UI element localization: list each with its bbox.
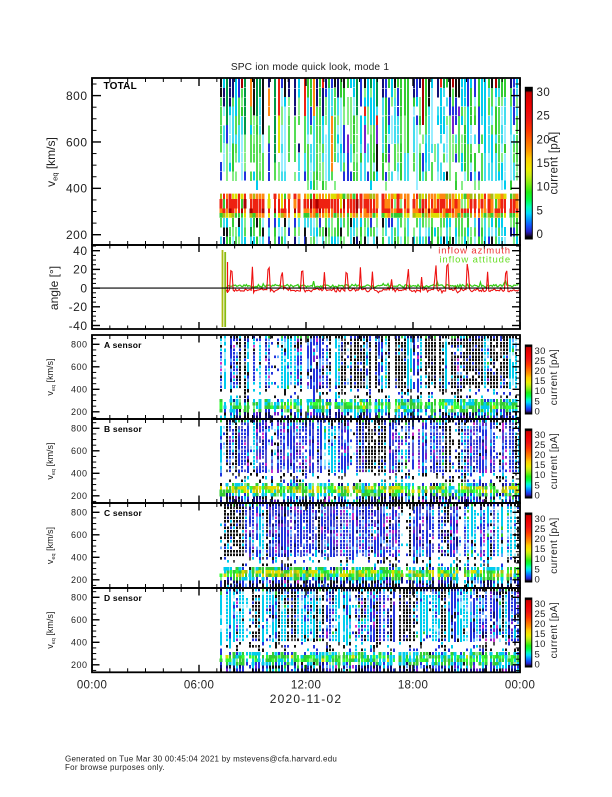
svg-text:30: 30 <box>535 346 546 357</box>
svg-text:10: 10 <box>537 182 551 194</box>
svg-text:200: 200 <box>66 228 88 242</box>
svg-text:400: 400 <box>71 638 88 648</box>
svg-text:5: 5 <box>535 564 541 575</box>
svg-text:40: 40 <box>73 244 87 258</box>
svg-text:800: 800 <box>71 593 88 603</box>
svg-text:20: 20 <box>535 619 546 630</box>
svg-text:20: 20 <box>535 450 546 461</box>
svg-text:20: 20 <box>537 134 551 146</box>
svg-text:25: 25 <box>535 609 546 620</box>
svg-text:600: 600 <box>66 135 88 149</box>
svg-text:00:00: 00:00 <box>77 680 107 692</box>
svg-text:400: 400 <box>71 385 88 395</box>
svg-text:5: 5 <box>537 205 544 217</box>
svg-text:06:00: 06:00 <box>184 680 214 692</box>
svg-text:30: 30 <box>535 514 546 525</box>
svg-text:-20: -20 <box>69 300 88 314</box>
svg-text:current [pA]: current [pA] <box>549 517 560 574</box>
svg-text:0: 0 <box>535 490 541 501</box>
svg-text:current [pA]: current [pA] <box>549 433 560 490</box>
svg-text:400: 400 <box>71 553 88 563</box>
svg-text:TOTAL: TOTAL <box>104 81 137 92</box>
svg-text:200: 200 <box>71 407 88 417</box>
svg-text:-40: -40 <box>69 319 88 333</box>
svg-text:30: 30 <box>537 87 551 99</box>
svg-text:25: 25 <box>535 356 546 367</box>
svg-text:5: 5 <box>535 649 541 660</box>
svg-text:400: 400 <box>71 469 88 479</box>
svg-text:15: 15 <box>535 376 546 387</box>
svg-text:0: 0 <box>535 574 541 585</box>
svg-text:5: 5 <box>535 396 541 407</box>
svg-text:00:00: 00:00 <box>505 680 535 692</box>
svg-text:15: 15 <box>535 460 546 471</box>
svg-text:0: 0 <box>535 406 541 417</box>
svg-text:0: 0 <box>537 229 544 241</box>
svg-text:inflow attitude: inflow attitude <box>439 255 511 266</box>
svg-text:20: 20 <box>73 263 87 277</box>
svg-text:C sensor: C sensor <box>104 508 142 518</box>
svg-text:10: 10 <box>535 554 546 565</box>
svg-text:10: 10 <box>535 470 546 481</box>
svg-text:15: 15 <box>537 158 551 170</box>
svg-text:20: 20 <box>535 366 546 377</box>
svg-text:SPC ion mode quick look, mode: SPC ion mode quick look, mode 1 <box>231 62 390 73</box>
svg-text:30: 30 <box>535 599 546 610</box>
svg-text:10: 10 <box>535 639 546 650</box>
svg-text:0: 0 <box>80 281 87 295</box>
svg-text:inflow azimuth: inflow azimuth <box>438 246 511 257</box>
svg-text:D sensor: D sensor <box>104 593 142 603</box>
svg-text:18:00: 18:00 <box>398 680 428 692</box>
svg-text:current [pA]: current [pA] <box>549 131 561 194</box>
svg-text:200: 200 <box>71 491 88 501</box>
svg-text:800: 800 <box>71 424 88 434</box>
svg-text:30: 30 <box>535 430 546 441</box>
svg-text:600: 600 <box>71 530 88 540</box>
svg-text:600: 600 <box>71 362 88 372</box>
svg-text:12:00: 12:00 <box>291 680 321 692</box>
svg-text:Generated on Tue Mar 30 00:45:: Generated on Tue Mar 30 00:45:04 2021 by… <box>65 754 337 763</box>
svg-text:600: 600 <box>71 446 88 456</box>
svg-text:0: 0 <box>535 659 541 670</box>
svg-text:B sensor: B sensor <box>104 424 142 434</box>
svg-text:current [pA]: current [pA] <box>549 349 560 406</box>
svg-text:A sensor: A sensor <box>104 340 142 350</box>
svg-text:15: 15 <box>535 544 546 555</box>
svg-text:10: 10 <box>535 386 546 397</box>
svg-text:800: 800 <box>66 89 88 103</box>
svg-text:current [pA]: current [pA] <box>549 602 560 659</box>
svg-text:400: 400 <box>66 182 88 196</box>
svg-text:600: 600 <box>71 615 88 625</box>
svg-text:angle [°]: angle [°] <box>47 266 61 310</box>
svg-text:200: 200 <box>71 575 88 585</box>
svg-text:20: 20 <box>535 534 546 545</box>
svg-text:2020-11-02: 2020-11-02 <box>270 692 343 706</box>
svg-text:25: 25 <box>537 111 551 123</box>
svg-text:800: 800 <box>71 508 88 518</box>
svg-text:25: 25 <box>535 440 546 451</box>
svg-text:15: 15 <box>535 629 546 640</box>
svg-text:800: 800 <box>71 340 88 350</box>
svg-text:25: 25 <box>535 524 546 535</box>
svg-text:For browse purposes only.: For browse purposes only. <box>65 763 165 772</box>
svg-text:5: 5 <box>535 480 541 491</box>
svg-text:200: 200 <box>71 660 88 670</box>
